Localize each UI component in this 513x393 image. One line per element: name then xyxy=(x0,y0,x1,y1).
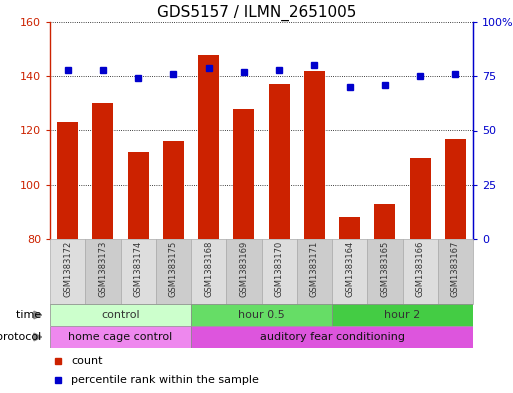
Bar xyxy=(445,139,466,239)
Bar xyxy=(339,217,360,239)
Bar xyxy=(163,141,184,239)
Bar xyxy=(128,152,149,239)
Bar xyxy=(198,55,219,239)
Text: GSM1383172: GSM1383172 xyxy=(63,241,72,297)
Bar xyxy=(367,239,403,304)
Bar xyxy=(191,239,226,304)
Text: auditory fear conditioning: auditory fear conditioning xyxy=(260,332,404,342)
Text: count: count xyxy=(71,356,103,365)
Bar xyxy=(50,304,191,326)
Bar xyxy=(156,239,191,304)
Bar xyxy=(297,239,332,304)
Bar xyxy=(92,103,113,239)
Bar xyxy=(226,239,262,304)
Bar xyxy=(332,304,473,326)
Text: GSM1383170: GSM1383170 xyxy=(274,241,284,297)
Bar xyxy=(191,304,332,326)
Text: GDS5157 / ILMN_2651005: GDS5157 / ILMN_2651005 xyxy=(157,5,356,21)
Bar xyxy=(262,239,297,304)
Text: home cage control: home cage control xyxy=(68,332,173,342)
Text: GSM1383174: GSM1383174 xyxy=(133,241,143,297)
Bar xyxy=(268,84,290,239)
Text: GSM1383166: GSM1383166 xyxy=(416,241,425,298)
Bar xyxy=(121,239,156,304)
Text: GSM1383171: GSM1383171 xyxy=(310,241,319,297)
Bar xyxy=(374,204,396,239)
Bar xyxy=(403,239,438,304)
Text: GSM1383169: GSM1383169 xyxy=(240,241,248,297)
Text: GSM1383164: GSM1383164 xyxy=(345,241,354,297)
Text: GSM1383173: GSM1383173 xyxy=(98,241,107,298)
Text: percentile rank within the sample: percentile rank within the sample xyxy=(71,375,259,386)
Bar xyxy=(85,239,121,304)
Bar xyxy=(57,122,78,239)
Text: GSM1383168: GSM1383168 xyxy=(204,241,213,298)
Bar xyxy=(50,326,191,348)
Bar xyxy=(409,158,431,239)
Text: control: control xyxy=(101,310,140,320)
Bar xyxy=(438,239,473,304)
Text: hour 2: hour 2 xyxy=(384,310,421,320)
Bar xyxy=(191,326,473,348)
Text: GSM1383165: GSM1383165 xyxy=(380,241,389,297)
Text: protocol: protocol xyxy=(0,332,45,342)
Bar xyxy=(233,109,254,239)
Text: GSM1383167: GSM1383167 xyxy=(451,241,460,298)
Text: hour 0.5: hour 0.5 xyxy=(238,310,285,320)
Bar xyxy=(304,71,325,239)
Text: time: time xyxy=(16,310,45,320)
Bar xyxy=(50,239,85,304)
Text: GSM1383175: GSM1383175 xyxy=(169,241,178,297)
Bar xyxy=(332,239,367,304)
